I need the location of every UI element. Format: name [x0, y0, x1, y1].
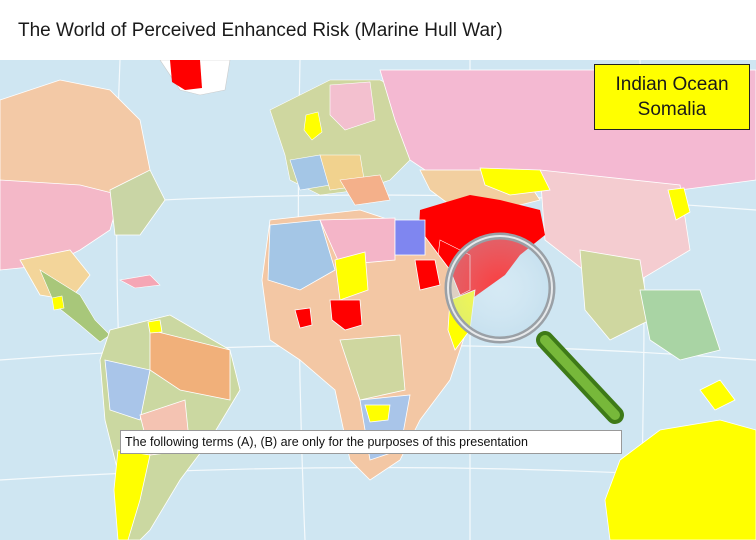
- argentina-yellow: [113, 449, 151, 540]
- vietnam-yellow: [667, 187, 691, 221]
- magnifying-glass-icon: [444, 232, 624, 424]
- title-bar: The World of Perceived Enhanced Risk (Ma…: [0, 0, 756, 60]
- australia: [604, 379, 756, 540]
- nepal-yellow: [479, 167, 551, 196]
- region-callout: Indian Ocean Somalia: [594, 64, 750, 130]
- africa: [261, 209, 476, 481]
- guyana-yellow: [147, 319, 163, 334]
- nigeria-red: [329, 299, 363, 331]
- central-america-yellow: [51, 295, 65, 311]
- sudan-red: [414, 259, 441, 291]
- south-america: [99, 314, 241, 540]
- central-america: [39, 269, 161, 343]
- niger-yellow: [334, 251, 369, 301]
- page-title: The World of Perceived Enhanced Risk (Ma…: [18, 20, 503, 41]
- uk-yellow: [303, 111, 323, 141]
- greenland-red: [170, 60, 202, 90]
- callout-line-1: Indian Ocean: [615, 74, 729, 95]
- southern-africa-yellow: [364, 404, 391, 423]
- disclaimer-note: The following terms (A), (B) are only fo…: [120, 430, 622, 454]
- cote-red: [294, 307, 313, 329]
- world-map: [0, 60, 756, 540]
- north-america: [0, 79, 166, 301]
- callout-line-2: Somalia: [637, 99, 707, 120]
- europe: [269, 79, 421, 206]
- egypt-blue: [394, 219, 426, 256]
- greenland: [159, 60, 231, 96]
